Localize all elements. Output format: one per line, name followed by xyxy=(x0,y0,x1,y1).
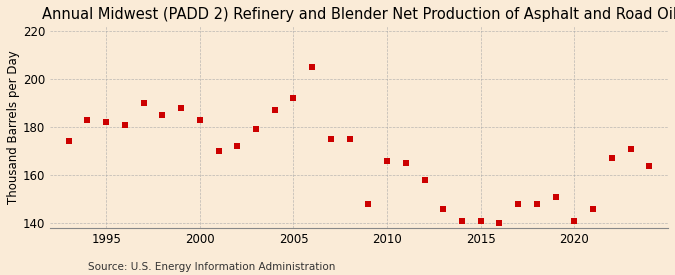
Point xyxy=(588,207,599,211)
Point xyxy=(381,159,392,163)
Point xyxy=(325,137,336,141)
Text: Source: U.S. Energy Information Administration: Source: U.S. Energy Information Administ… xyxy=(88,262,335,272)
Point xyxy=(644,163,655,168)
Point xyxy=(250,127,261,132)
Point xyxy=(363,202,374,206)
Point xyxy=(194,118,205,122)
Point xyxy=(531,202,542,206)
Point xyxy=(119,122,130,127)
Point xyxy=(438,207,449,211)
Point xyxy=(456,219,467,223)
Point xyxy=(138,101,149,105)
Point xyxy=(344,137,355,141)
Point xyxy=(494,221,505,226)
Point xyxy=(419,178,430,182)
Point xyxy=(513,202,524,206)
Y-axis label: Thousand Barrels per Day: Thousand Barrels per Day xyxy=(7,50,20,204)
Point xyxy=(269,108,280,112)
Point xyxy=(550,195,561,199)
Point xyxy=(569,219,580,223)
Point xyxy=(288,96,299,100)
Point xyxy=(213,149,224,153)
Point xyxy=(475,219,486,223)
Point xyxy=(306,65,317,69)
Point xyxy=(232,144,242,148)
Point xyxy=(82,118,93,122)
Title: Annual Midwest (PADD 2) Refinery and Blender Net Production of Asphalt and Road : Annual Midwest (PADD 2) Refinery and Ble… xyxy=(41,7,675,22)
Point xyxy=(63,139,74,144)
Point xyxy=(157,113,168,117)
Point xyxy=(606,156,617,161)
Point xyxy=(625,147,636,151)
Point xyxy=(101,120,111,124)
Point xyxy=(400,161,411,165)
Point xyxy=(176,106,186,110)
